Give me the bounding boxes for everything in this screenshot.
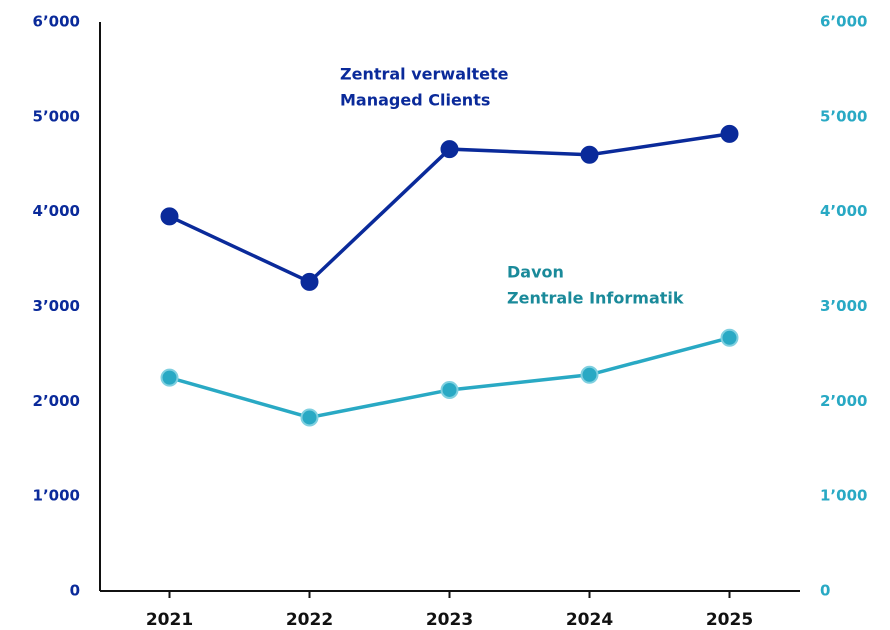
y-tick-label: 2’000: [33, 392, 80, 410]
x-tick-label: 2022: [286, 610, 333, 630]
y-tick-label: 1’000: [33, 487, 80, 505]
y-tick-label: 4’000: [820, 202, 867, 220]
y-tick-label: 5’000: [33, 107, 80, 125]
y-tick-label: 0: [70, 582, 80, 600]
data-point: [440, 140, 459, 159]
x-tick-label: 2021: [146, 610, 193, 630]
data-point: [300, 272, 319, 291]
y-tick-label: 4’000: [33, 202, 80, 220]
data-point: [160, 207, 179, 226]
data-point: [440, 380, 459, 399]
series-label: Davon: [507, 263, 564, 282]
y-tick-label: 3’000: [33, 297, 80, 315]
y-tick-label: 3’000: [820, 297, 867, 315]
data-point: [720, 328, 739, 347]
data-point: [580, 145, 599, 164]
series-line: [169, 336, 730, 420]
series-label: Managed Clients: [340, 91, 490, 110]
series-label: Zentrale Informatik: [507, 289, 684, 308]
y-tick-label: 5’000: [820, 107, 867, 125]
series-label: Zentral verwaltete: [340, 65, 509, 84]
x-tick-label: 2023: [426, 610, 473, 630]
y-tick-label: 6’000: [33, 13, 80, 31]
data-point: [580, 365, 599, 384]
data-point: [160, 368, 179, 387]
y-tick-label: 0: [820, 582, 830, 600]
x-tick-label: 2024: [566, 610, 613, 630]
data-point: [300, 408, 319, 427]
y-tick-label: 2’000: [820, 392, 867, 410]
x-tick-label: 2025: [706, 610, 753, 630]
y-tick-label: 1’000: [820, 487, 867, 505]
y-tick-label: 6’000: [820, 13, 867, 31]
data-point: [720, 124, 739, 143]
